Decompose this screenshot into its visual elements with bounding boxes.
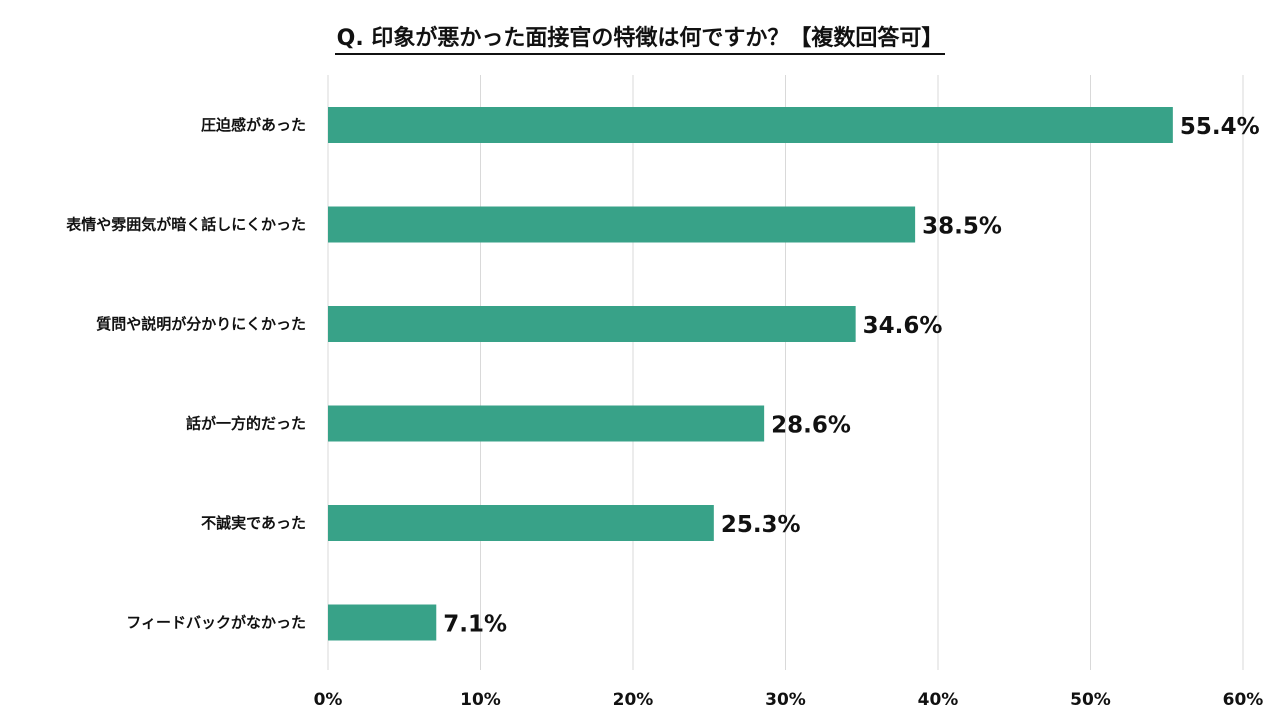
data-label: 7.1% bbox=[443, 612, 507, 638]
gridlines bbox=[327, 75, 1244, 670]
category-label: 話が一方的だった bbox=[186, 415, 306, 433]
bar bbox=[328, 405, 765, 442]
x-tick-label: 50% bbox=[1070, 690, 1111, 710]
bars bbox=[328, 107, 1173, 641]
value-labels: 55.4% 38.5% 34.6% 28.6% 25.3% 7.1% bbox=[443, 114, 1259, 638]
x-tick-label: 10% bbox=[460, 690, 501, 710]
x-tick-label: 20% bbox=[613, 690, 654, 710]
category-label: 不誠実であった bbox=[201, 514, 306, 532]
data-label: 28.6% bbox=[771, 413, 851, 439]
category-labels: 圧迫感があった表情や雰囲気が暗く話しにくかった質問や説明が分かりにくかった話が一… bbox=[66, 116, 306, 632]
x-tick-label: 60% bbox=[1223, 690, 1264, 710]
data-label: 55.4% bbox=[1180, 114, 1260, 140]
data-label: 34.6% bbox=[863, 313, 943, 339]
chart-title-text: Q. 印象が悪かった面接官の特徴は何ですか？【複数回答可】 bbox=[334, 26, 946, 55]
bar bbox=[328, 604, 437, 641]
bar bbox=[328, 505, 714, 541]
bar bbox=[328, 306, 856, 342]
bar bbox=[328, 107, 1173, 143]
x-tick-label: 30% bbox=[765, 690, 806, 710]
chart-title: Q. 印象が悪かった面接官の特徴は何ですか？【複数回答可】 bbox=[0, 20, 1280, 55]
bar bbox=[328, 206, 916, 243]
x-tick-label: 40% bbox=[918, 690, 959, 710]
category-label: 質問や説明が分かりにくかった bbox=[96, 315, 306, 333]
x-tick-label: 0% bbox=[314, 690, 343, 710]
category-label: 圧迫感があった bbox=[201, 116, 306, 134]
x-axis-ticks: 0% 10% 20% 30% 40% 50% 60% bbox=[314, 690, 1264, 710]
category-label: フィードバックがなかった bbox=[126, 614, 306, 632]
data-label: 38.5% bbox=[922, 214, 1002, 240]
category-label: 表情や雰囲気が暗く話しにくかった bbox=[66, 216, 306, 234]
data-label: 25.3% bbox=[721, 512, 801, 538]
